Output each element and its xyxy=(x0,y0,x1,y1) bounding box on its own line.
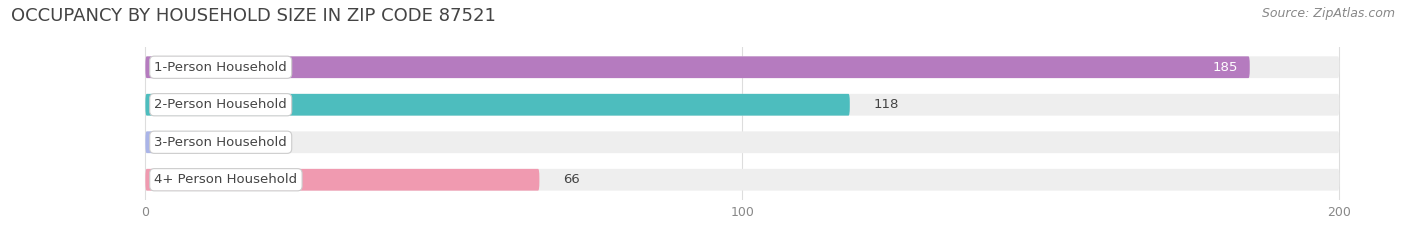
FancyBboxPatch shape xyxy=(145,56,1340,78)
Text: 66: 66 xyxy=(564,173,581,186)
FancyBboxPatch shape xyxy=(145,94,1340,116)
Text: 2-Person Household: 2-Person Household xyxy=(155,98,287,111)
FancyBboxPatch shape xyxy=(145,169,540,191)
Text: 185: 185 xyxy=(1212,61,1237,74)
Text: Source: ZipAtlas.com: Source: ZipAtlas.com xyxy=(1261,7,1395,20)
Text: OCCUPANCY BY HOUSEHOLD SIZE IN ZIP CODE 87521: OCCUPANCY BY HOUSEHOLD SIZE IN ZIP CODE … xyxy=(11,7,496,25)
FancyBboxPatch shape xyxy=(145,169,1340,191)
FancyBboxPatch shape xyxy=(145,56,1250,78)
FancyBboxPatch shape xyxy=(145,94,849,116)
Text: 1-Person Household: 1-Person Household xyxy=(155,61,287,74)
Text: 4+ Person Household: 4+ Person Household xyxy=(155,173,298,186)
Text: 3-Person Household: 3-Person Household xyxy=(155,136,287,149)
Text: 9: 9 xyxy=(224,136,232,149)
FancyBboxPatch shape xyxy=(145,131,1340,153)
FancyBboxPatch shape xyxy=(145,131,200,153)
Text: 118: 118 xyxy=(873,98,898,111)
